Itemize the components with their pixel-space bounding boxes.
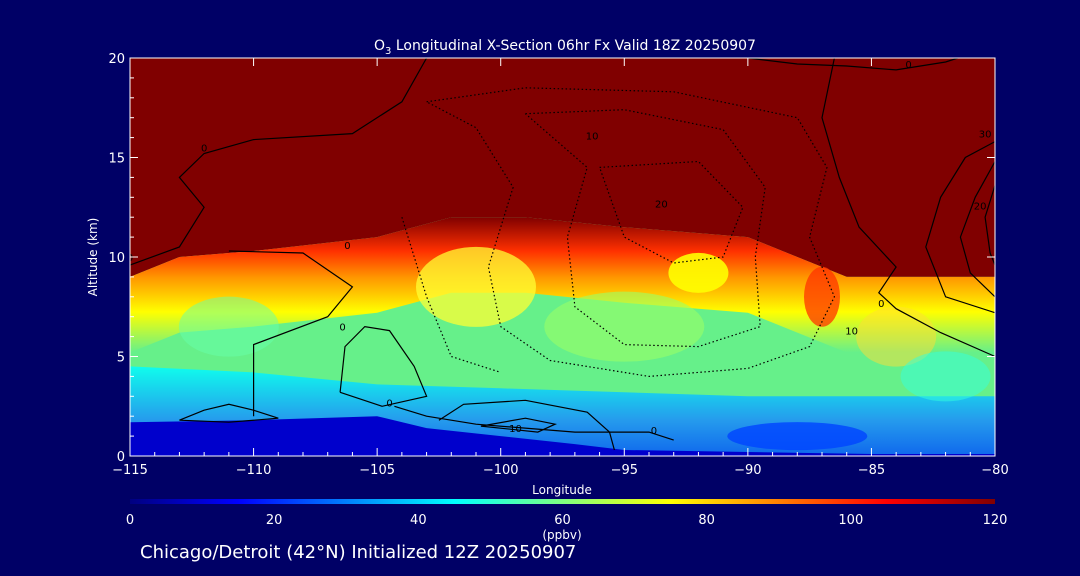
contour-label-8: 10 bbox=[845, 327, 858, 338]
x-tick-label-0: −115 bbox=[112, 463, 148, 478]
x-tick-label-6: −85 bbox=[858, 463, 885, 478]
field-blobs bbox=[178, 246, 991, 451]
colorbar-tick-label-5: 100 bbox=[838, 513, 863, 528]
colorbar-tick-label-1: 20 bbox=[266, 513, 283, 528]
contour-solid-11 bbox=[747, 58, 959, 71]
contour-label-1: 0 bbox=[344, 241, 350, 252]
contour-label-6: 10 bbox=[586, 132, 599, 143]
contour-solid-2 bbox=[228, 250, 354, 417]
contour-label-2: 0 bbox=[339, 323, 345, 334]
contour-label-5: 0 bbox=[651, 426, 657, 437]
contour-dotted-2 bbox=[599, 160, 744, 264]
x-tick-label-1: −110 bbox=[236, 463, 272, 478]
x-tick-label-2: −105 bbox=[359, 463, 395, 478]
colorbar-tick-label-3: 60 bbox=[554, 513, 571, 528]
y-tick-label-1: 5 bbox=[117, 351, 125, 366]
field-blob-6 bbox=[804, 266, 840, 327]
y-tick-label-0: 0 bbox=[117, 450, 125, 465]
contour-label-4: 10 bbox=[509, 424, 522, 435]
colorbar-ticks: 0 20 40 60 80 100 120 bbox=[126, 513, 1008, 528]
contour-solid-5 bbox=[480, 417, 558, 433]
x-tick-label-5: −90 bbox=[734, 463, 761, 478]
contour-label-13: 0 bbox=[127, 253, 133, 264]
upper-troposphere-gradient bbox=[130, 217, 995, 353]
field-blob-1 bbox=[544, 291, 705, 362]
contour-label-9: 0 bbox=[878, 299, 884, 310]
field-blob-4 bbox=[178, 296, 279, 357]
field-blob-0 bbox=[416, 246, 536, 327]
y-tick-label-2: 10 bbox=[108, 251, 125, 266]
contour-label-3: 0 bbox=[386, 398, 392, 409]
field-blob-7 bbox=[900, 351, 991, 402]
y-tick-label-3: 15 bbox=[108, 152, 125, 167]
contour-solid-0 bbox=[130, 58, 428, 266]
contour-solid-10 bbox=[984, 185, 995, 266]
colorbar-label: (ppbv) bbox=[542, 528, 581, 542]
contour-label-12: 0 bbox=[905, 60, 911, 71]
contour-label-7: 20 bbox=[655, 199, 668, 210]
colorbar-tick-label-6: 120 bbox=[983, 513, 1008, 528]
contour-solid-3 bbox=[339, 325, 428, 407]
contour-solid-8 bbox=[925, 141, 995, 314]
colorbar bbox=[130, 499, 995, 504]
footer-caption: Chicago/Detroit (42°N) Initialized 12Z 2… bbox=[140, 542, 577, 563]
colorbar-tick-label-0: 0 bbox=[126, 513, 134, 528]
chart-title: O3 Longitudinal X-Section 06hr Fx Valid … bbox=[374, 38, 756, 57]
contour-solid-6 bbox=[394, 405, 674, 441]
colorbar-tick-label-4: 80 bbox=[698, 513, 715, 528]
contour-solid-4 bbox=[438, 399, 615, 451]
boundary-layer-field bbox=[130, 416, 995, 456]
contour-labels: 0 0 0 0 10 0 10 20 10 0 20 30 0 0 bbox=[127, 60, 992, 437]
contour-label-10: 20 bbox=[974, 201, 987, 212]
contour-dotted-0 bbox=[426, 87, 836, 378]
contour-solid-9 bbox=[959, 161, 995, 298]
x-tick-label-7: −80 bbox=[981, 463, 1008, 478]
field-blob-5 bbox=[856, 306, 937, 367]
x-axis-label: Longitude bbox=[532, 483, 592, 497]
colorbar-tick-label-2: 40 bbox=[410, 513, 427, 528]
field-blob-3 bbox=[727, 422, 868, 451]
field-blob-2 bbox=[668, 252, 729, 293]
x-axis: −115 −110 −105 −100 −95 −90 −85 −80 bbox=[112, 58, 1009, 478]
y-axis-label: Altitude (km) bbox=[86, 218, 100, 297]
contour-label-11: 30 bbox=[979, 130, 992, 141]
contour-solid-7 bbox=[821, 58, 995, 358]
x-tick-label-4: −95 bbox=[611, 463, 638, 478]
y-axis: 0 5 10 15 20 bbox=[108, 52, 995, 465]
contour-label-0: 0 bbox=[201, 144, 207, 155]
plot-area: 0 0 0 0 10 0 10 20 10 0 20 30 0 0 bbox=[127, 58, 995, 456]
contour-lines bbox=[130, 58, 995, 451]
x-tick-label-3: −100 bbox=[483, 463, 519, 478]
y-tick-label-4: 20 bbox=[108, 52, 125, 67]
